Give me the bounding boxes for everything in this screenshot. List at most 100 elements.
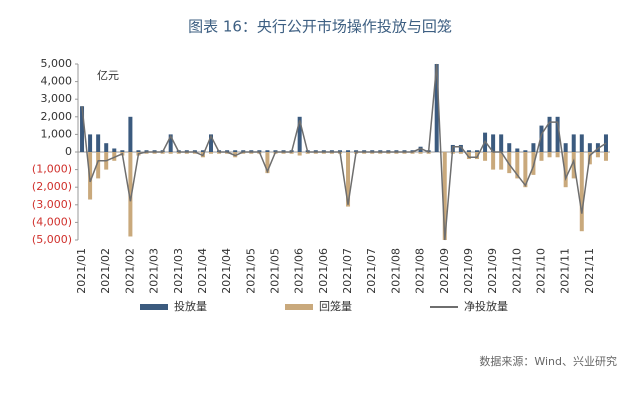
bar: [410, 152, 415, 154]
bar: [491, 134, 496, 152]
bar: [144, 150, 149, 152]
bar: [281, 152, 286, 154]
line: [81, 63, 607, 241]
bar: [249, 152, 254, 154]
bar: [297, 152, 302, 156]
bar: [378, 150, 383, 152]
bar: [225, 150, 230, 152]
bar: [329, 152, 334, 154]
x-tick-label: 2021/09: [462, 248, 475, 294]
bar: [305, 152, 310, 154]
bar: [321, 152, 326, 154]
bar: [136, 150, 141, 152]
bar: [370, 152, 375, 154]
x-tick-label: 2021/04: [220, 248, 233, 294]
bar: [257, 150, 262, 152]
bar: [515, 152, 520, 179]
bar: [531, 143, 536, 152]
bar: [402, 152, 407, 154]
bar: [152, 152, 157, 154]
bar: [507, 152, 512, 174]
x-tick-label: 2021/11: [583, 248, 596, 294]
bar: [555, 152, 560, 158]
bar: [442, 152, 447, 240]
x-tick-label: 2021/09: [438, 248, 451, 294]
bar: [579, 134, 584, 152]
x-tick-label: 2021/08: [389, 248, 402, 294]
bar: [394, 152, 399, 154]
bar: [265, 150, 270, 152]
bar: [555, 116, 560, 152]
x-tick-label: 2021/07: [365, 248, 378, 294]
bar: [466, 150, 471, 152]
bar: [128, 152, 133, 237]
bar: [571, 134, 576, 152]
bar: [144, 152, 149, 154]
bar: [313, 152, 318, 154]
x-tick-label: 2021/05: [244, 248, 257, 294]
bar: [313, 150, 318, 152]
bar: [88, 134, 93, 152]
legend-label: 回笼量: [319, 299, 352, 313]
x-tick-label: 2021/08: [414, 248, 427, 294]
bar: [418, 152, 423, 154]
bar: [160, 152, 165, 154]
bar: [96, 134, 101, 152]
bar: [466, 152, 471, 160]
bar: [475, 152, 479, 160]
bar: [362, 150, 367, 152]
bar: [491, 152, 496, 170]
legend-swatch: [285, 304, 313, 310]
bar: [523, 152, 528, 188]
bar: [104, 143, 109, 152]
bar: [168, 152, 173, 154]
x-tick-label: 2021/07: [341, 248, 354, 294]
bar: [515, 148, 520, 152]
bar: [225, 152, 230, 154]
bar: [96, 152, 101, 179]
y-tick-label: 0: [65, 145, 72, 158]
bar: [426, 152, 431, 154]
legend-label: 投放量: [174, 299, 207, 313]
y-tick-label: 5,000: [41, 57, 73, 70]
bar: [297, 116, 302, 152]
bar: [499, 134, 504, 152]
x-tick-label: 2021/03: [172, 248, 185, 294]
bar: [233, 152, 238, 158]
bar: [563, 143, 568, 152]
bar: [152, 150, 157, 152]
bar: [112, 152, 117, 161]
bar: [539, 125, 544, 152]
bar: [321, 150, 326, 152]
bar: [241, 150, 246, 152]
bar: [539, 152, 544, 161]
bar: [410, 150, 415, 152]
bar: [458, 152, 463, 154]
bar: [192, 150, 197, 152]
bar: [378, 152, 383, 154]
bar: [337, 150, 342, 152]
bar: [184, 150, 189, 152]
y-tick-label: 1,000: [41, 127, 73, 140]
bar: [209, 152, 213, 154]
y-tick-label: (1,000): [32, 163, 72, 176]
x-tick-label: 2021/01: [75, 248, 88, 294]
bar: [483, 152, 488, 161]
bar: [184, 152, 189, 154]
bar: [273, 150, 278, 152]
bar: [603, 152, 608, 161]
bar: [176, 152, 181, 154]
bar: [507, 143, 512, 152]
x-tick-label: 2021/05: [268, 248, 281, 294]
legend-swatch: [140, 304, 168, 310]
bar: [265, 152, 270, 174]
y-tick-label: (3,000): [32, 198, 72, 211]
y-tick-label: (2,000): [32, 180, 72, 193]
bar: [200, 150, 205, 152]
bar: [281, 150, 286, 152]
bar: [209, 134, 213, 152]
bar: [329, 150, 334, 152]
bar: [386, 152, 391, 154]
bar: [192, 152, 197, 154]
